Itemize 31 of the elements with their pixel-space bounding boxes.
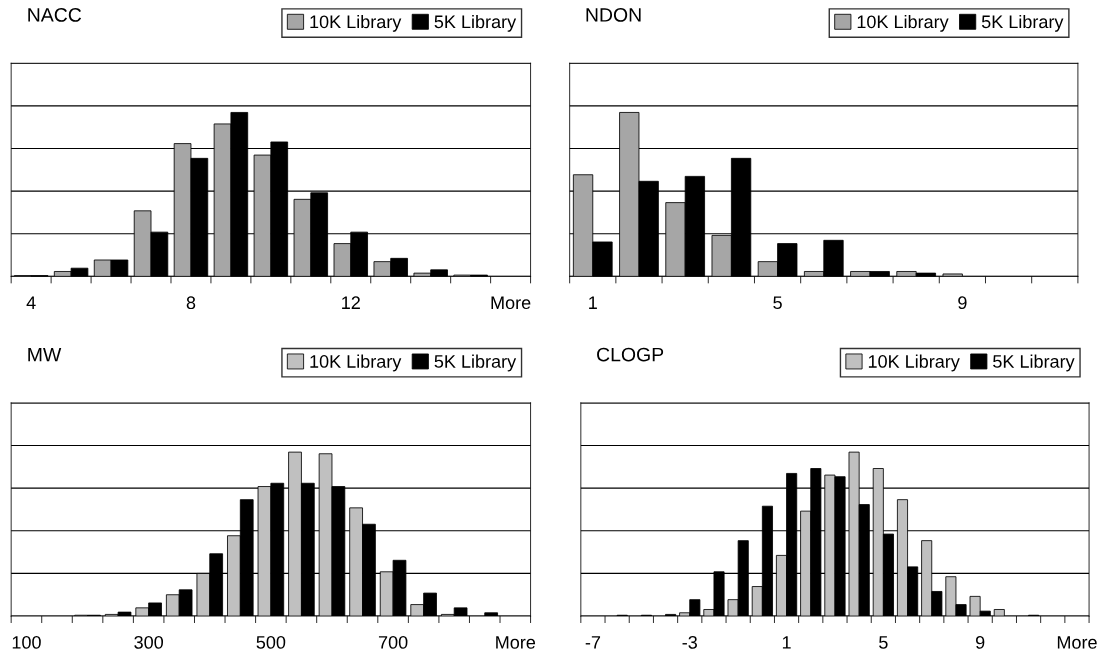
x-tick-label: 1 — [782, 636, 791, 649]
x-tick-label: 12 — [342, 296, 360, 309]
x-tick-label: 9 — [958, 296, 967, 310]
chart-title: MW — [28, 347, 62, 362]
x-tick-label: 9 — [975, 635, 985, 649]
legend-label: 10K Library — [868, 354, 960, 372]
chart-title: CLOGP — [597, 347, 664, 362]
x-tick-label: 700 — [378, 635, 408, 649]
legend-label: 10K Library — [310, 354, 402, 372]
x-tick-label: 8 — [186, 296, 196, 310]
legend-label: 5K Library — [434, 354, 517, 372]
x-tick-label: 4 — [26, 296, 36, 309]
x-tick-label: More — [491, 296, 531, 310]
x-tick-label: 5 — [773, 296, 782, 310]
legend-label: 10K Library — [857, 14, 949, 32]
x-tick-label: -3 — [682, 635, 697, 649]
x-tick-label: -7 — [585, 636, 601, 649]
x-tick-label: 5 — [879, 636, 888, 649]
x-tick-label: More — [1057, 636, 1097, 649]
x-tick-label: More — [496, 636, 536, 649]
chart-title: NACC — [28, 8, 82, 22]
legend-label: 10K Library — [310, 14, 402, 32]
chart-title: NDON — [586, 8, 641, 22]
x-tick-label: 1 — [589, 296, 597, 309]
x-tick-label: 100 — [12, 635, 41, 649]
bar — [942, 273, 963, 277]
legend-label: 5K Library — [981, 14, 1064, 32]
legend-label: 5K Library — [993, 354, 1075, 372]
legend-label: 5K Library — [434, 14, 517, 32]
x-tick-label: 300 — [134, 635, 164, 649]
x-tick-label: 500 — [256, 635, 286, 649]
